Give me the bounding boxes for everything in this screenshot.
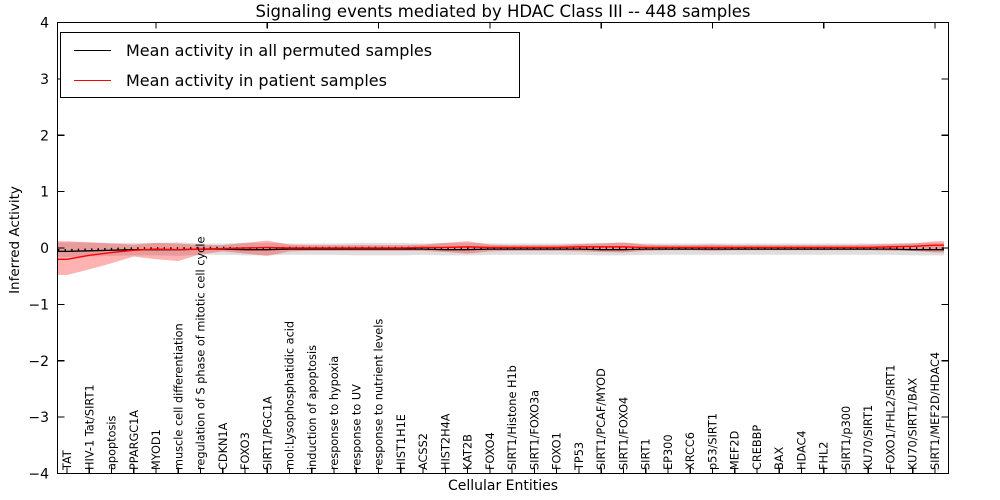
x-tick-label: HIST1H1E [395,414,408,470]
x-tick-label: SIRT1/Histone H1b [506,365,519,470]
legend-line-sample-red [74,79,111,81]
x-axis-title: Cellular Entities [447,478,559,494]
x-tick-label: KU70/SIRT1/BAX [907,378,920,470]
x-tick-label: p53/SIRT1 [706,413,719,470]
patient-mean-line [58,244,944,260]
x-tick-label: ACSS2 [417,433,430,470]
x-tick-label: MEF2D [729,430,742,470]
x-tick-label: SIRT1/FOXO4 [617,397,630,470]
x-tick-label: mol:Lysophosphatidic acid [284,321,297,470]
x-tick-label: BAX [773,447,786,470]
x-tick-label: induction of apoptosis [306,345,319,470]
x-tick-label: XRCC6 [684,432,697,470]
legend: Mean activity in all permuted samples Me… [60,32,520,98]
x-tick-label: FOXO4 [484,432,497,470]
x-tick-label: FOXO1 [551,432,564,470]
x-tick-label: CREBBP [751,425,764,470]
x-tick-label: SIRT1/p300 [840,406,853,470]
x-tick-label: response to nutrient levels [373,319,386,470]
legend-label: Mean activity in all permuted samples [126,40,433,60]
x-tick-label: response to UV [350,384,363,470]
x-tick-label: KU70/SIRT1 [862,405,875,470]
x-tick-label: response to hypoxia [328,356,341,470]
x-tick-label: regulation of S phase of mitotic cell cy… [195,236,208,470]
y-tick-label: −4 [28,467,49,483]
x-tick-label: SIRT1/FOXO3a [528,390,541,470]
legend-item: Mean activity in all permuted samples [61,35,519,65]
legend-label: Mean activity in patient samples [126,70,387,90]
x-tick-label: TAT [61,450,74,471]
x-tick-label: FOXO1/FHL2/SIRT1 [884,365,897,470]
x-tick-label: HDAC4 [795,430,808,470]
x-tick-label: EP300 [662,434,675,470]
x-tick-label: TP53 [573,442,586,471]
chart-title: Signaling events mediated by HDAC Class … [255,2,751,21]
x-tick-label: SIRT1/PGC1A [261,396,274,470]
x-tick-label: FHL2 [818,442,831,470]
x-tick-label: SIRT1/MEF2D/HDAC4 [929,352,942,470]
x-tick-label: SIRT1/PCAF/MYOD [595,368,608,470]
x-tick-label: MYOD1 [150,429,163,470]
x-tick-label: PPARGC1A [128,410,141,470]
x-tick-label: muscle cell differentiation [172,323,185,470]
y-tick-label: 0 [40,241,49,257]
y-tick-label: −2 [28,354,49,370]
y-tick-label: 2 [40,128,49,144]
legend-item: Mean activity in patient samples [61,65,519,95]
x-tick-label: FOXO3 [239,432,252,470]
y-tick-label: 3 [40,72,49,88]
y-tick-label: 1 [40,185,49,201]
x-tick-label: apoptosis [106,415,119,470]
y-tick-label: 4 [40,16,49,32]
y-tick-label: −3 [28,410,49,426]
patient-confidence-band [58,240,944,276]
y-tick-label: −1 [28,297,49,313]
x-tick-label: KAT2B [462,434,475,470]
x-tick-label: HIV-1 Tat/SIRT1 [83,384,96,470]
x-tick-label: HIST2H4A [439,413,452,470]
legend-line-sample-black [74,49,111,51]
x-tick-label: SIRT1 [640,438,653,470]
x-tick-label: CDKN1A [217,422,230,470]
